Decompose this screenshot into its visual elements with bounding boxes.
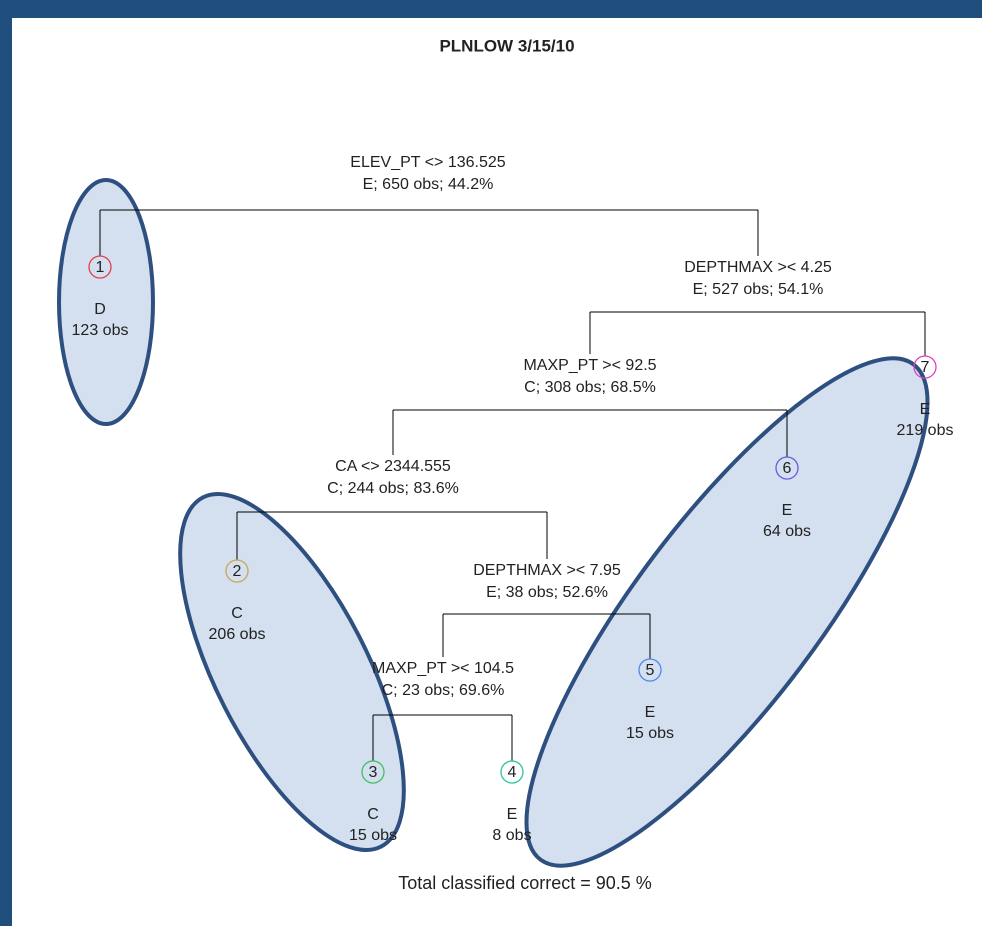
split-rule: DEPTHMAX >< 4.25 [684,259,832,276]
footer: Total classified correct = 90.5 % [398,873,652,893]
leaf-obs: 15 obs [349,827,397,844]
split-summary: E; 527 obs; 54.1% [693,281,824,298]
title: PLNLOW 3/15/10 [439,36,574,55]
leaf-node [638,658,662,682]
split-summary: C; 308 obs; 68.5% [524,379,656,396]
split-summary: C; 23 obs; 69.6% [382,682,505,699]
split-rule: DEPTHMAX >< 7.95 [473,562,621,579]
leaf-obs: 64 obs [763,523,811,540]
leaf-id: 2 [233,563,242,580]
leaf-id: 6 [783,460,792,477]
leaf-node [913,355,937,379]
highlight-ellipse [524,356,930,868]
split-summary: E; 38 obs; 52.6% [486,584,608,601]
leaf-obs: 206 obs [209,626,266,643]
leaf-class: D [94,301,106,318]
split-rule: MAXP_PT >< 104.5 [372,660,514,677]
leaf-id: 4 [508,764,517,781]
split-rule: ELEV_PT <> 136.525 [350,154,505,171]
leaf-node [361,760,385,784]
highlight-ellipse [57,178,155,426]
leaf-id: 7 [921,359,930,376]
leaf-node [88,255,112,279]
leaf-obs: 123 obs [72,322,129,339]
leaf-obs: 15 obs [626,725,674,742]
leaf-id: 3 [369,764,378,781]
leaf-obs: 219 obs [897,422,954,439]
leaf-class: C [231,605,243,622]
leaf-node [500,760,524,784]
split-rule: MAXP_PT >< 92.5 [523,357,656,374]
leaf-class: E [507,806,518,823]
highlight-ellipse [178,491,406,853]
leaf-class: E [920,401,931,418]
leaf-node [225,559,249,583]
split-rule: CA <> 2344.555 [335,458,451,475]
leaf-class: E [782,502,793,519]
leaf-class: E [645,704,656,721]
split-summary: E; 650 obs; 44.2% [363,176,494,193]
leaf-obs: 8 obs [492,827,531,844]
leaf-id: 5 [646,662,655,679]
leaf-node [775,456,799,480]
leaf-id: 1 [96,259,105,276]
split-summary: C; 244 obs; 83.6% [327,480,459,497]
leaf-class: C [367,806,379,823]
